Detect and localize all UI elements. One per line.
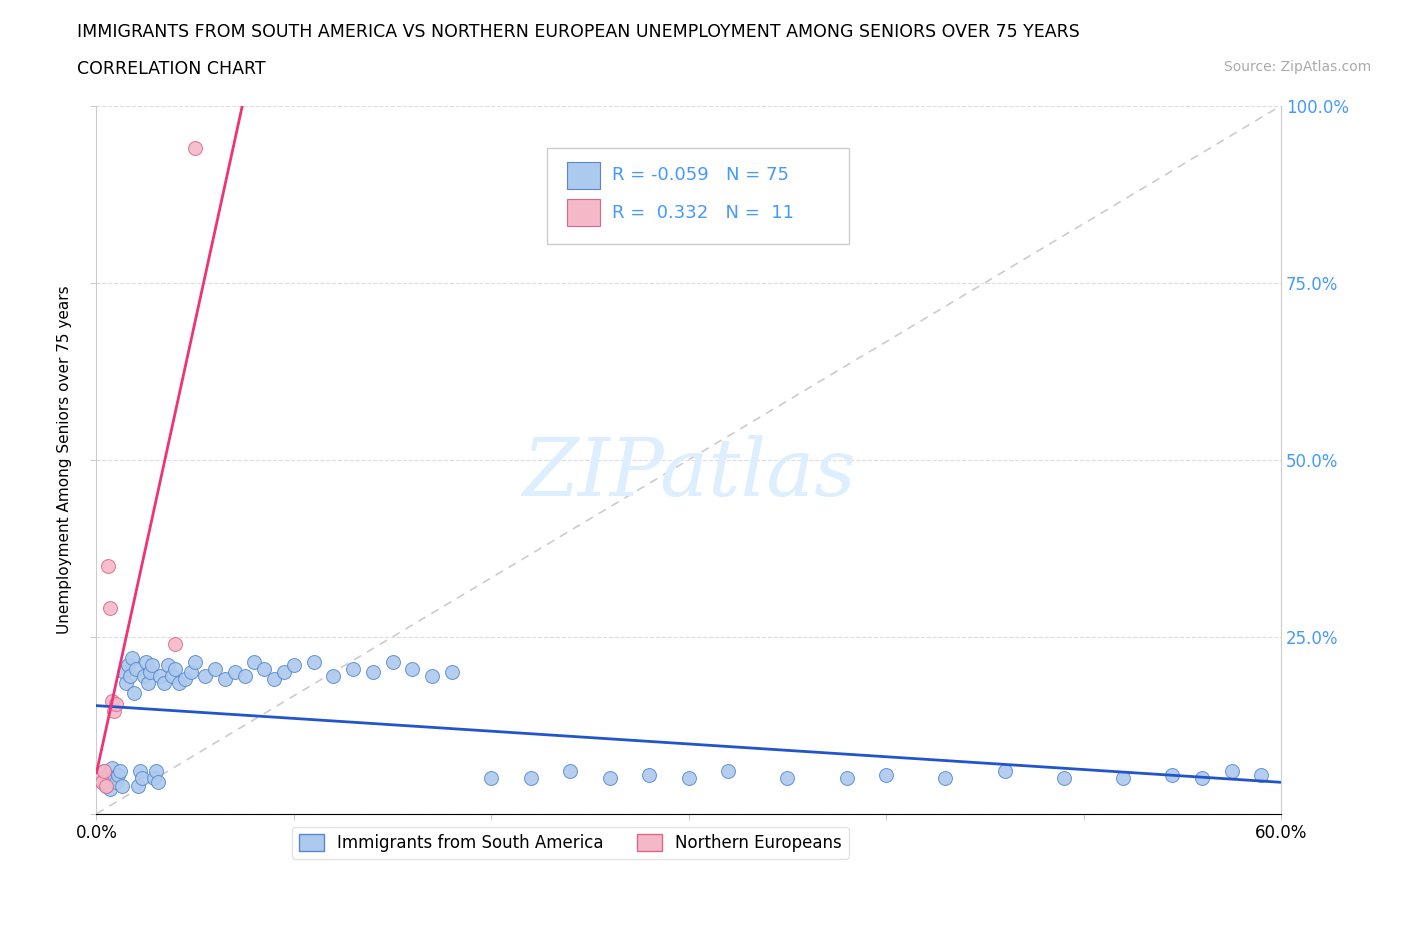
Point [103,771,125,786]
Point [127,778,149,793]
Y-axis label: Unemployment Among Seniors over 75 years: Unemployment Among Seniors over 75 years [58,286,72,634]
Point [122,686,145,701]
Point [146,775,169,790]
Point [678,771,700,786]
Bar [567,199,600,226]
Point [194,669,217,684]
Point [101,693,124,708]
Point [342,661,364,676]
Point [283,658,305,672]
Point [214,671,236,686]
Point [129,764,152,778]
Point [136,675,159,690]
Point [776,771,799,786]
Bar [567,162,600,189]
Point [89,771,111,786]
Point [132,669,155,684]
Point [131,771,153,786]
Point [105,775,128,790]
Point [204,661,226,676]
Point [152,675,174,690]
Point [180,665,202,680]
Text: ZIPatlas: ZIPatlas [522,435,855,512]
Point [253,661,276,676]
Point [302,654,325,669]
Point [184,140,207,155]
Point [520,771,543,786]
Point [98,781,121,796]
Point [1112,771,1135,786]
Point [139,665,162,680]
Point [121,651,143,666]
Point [243,654,266,669]
Point [142,771,165,786]
Point [135,654,157,669]
Point [97,767,120,782]
Point [479,771,502,786]
Text: IMMIGRANTS FROM SOUTH AMERICA VS NORTHERN EUROPEAN UNEMPLOYMENT AMONG SENIORS OV: IMMIGRANTS FROM SOUTH AMERICA VS NORTHER… [77,23,1080,41]
Point [381,654,404,669]
Point [156,658,179,672]
Point [1053,771,1076,786]
Point [145,764,167,778]
Point [96,778,118,793]
Point [98,601,121,616]
Point [1191,771,1213,786]
Point [934,771,956,786]
Point [101,761,124,776]
Point [165,661,187,676]
Point [89,771,111,786]
Point [97,559,120,574]
Point [638,767,661,782]
Point [322,669,344,684]
Point [224,665,246,680]
Point [96,778,118,793]
Point [117,658,139,672]
Point [141,658,163,672]
Text: R = -0.059   N = 75: R = -0.059 N = 75 [612,166,789,184]
Point [91,775,114,790]
Legend: Immigrants from South America, Northern Europeans: Immigrants from South America, Northern … [292,827,849,858]
Point [1250,767,1272,782]
Point [91,775,114,790]
Point [440,665,463,680]
Point [233,669,256,684]
Point [1161,767,1184,782]
FancyBboxPatch shape [547,148,849,244]
Point [105,697,128,711]
Point [273,665,295,680]
Point [107,767,129,782]
Point [118,669,141,684]
Point [184,654,207,669]
Point [401,661,423,676]
Text: CORRELATION CHART: CORRELATION CHART [77,60,266,78]
Point [361,665,384,680]
Point [835,771,858,786]
Point [993,764,1015,778]
Point [174,671,197,686]
Text: R =  0.332   N =  11: R = 0.332 N = 11 [612,205,794,222]
Point [717,764,740,778]
Point [93,764,115,778]
Point [160,669,183,684]
Point [169,675,191,690]
Point [103,704,125,719]
Point [165,636,187,651]
Point [112,665,135,680]
Point [420,669,443,684]
Point [875,767,897,782]
Point [1220,764,1243,778]
Point [111,778,134,793]
Point [93,764,115,778]
Point [560,764,582,778]
Point [115,675,138,690]
Point [149,669,172,684]
Text: Source: ZipAtlas.com: Source: ZipAtlas.com [1223,60,1371,74]
Point [599,771,621,786]
Point [108,764,131,778]
Point [125,661,148,676]
Point [263,671,285,686]
